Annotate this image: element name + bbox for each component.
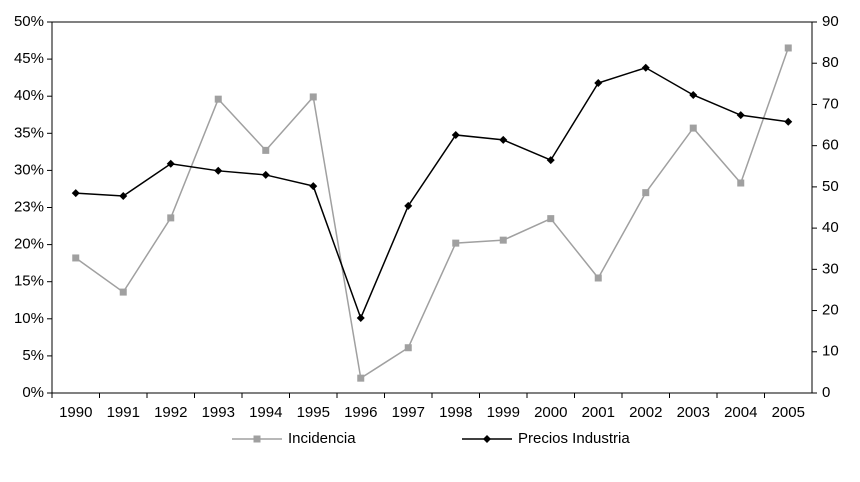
x-tick-label: 1993 (202, 404, 235, 421)
x-tick-label: 1991 (107, 404, 140, 421)
y-tick-label: 0% (22, 384, 44, 401)
series-line (75, 66, 789, 321)
data-point (71, 189, 80, 198)
x-tick-label: 2005 (772, 404, 805, 421)
data-point (594, 79, 603, 88)
data-point (214, 95, 222, 103)
y-tick-label: 40% (14, 87, 44, 104)
data-point (736, 111, 745, 120)
x-tick-label: 2002 (629, 404, 662, 421)
y2-tick-label: 0 (822, 384, 830, 401)
y-tick-label: 30% (14, 161, 44, 178)
data-point (689, 124, 697, 132)
data-point (642, 189, 650, 197)
data-point (214, 166, 223, 175)
y2-tick-label: 80 (822, 54, 839, 71)
y-tick-label: 50% (14, 13, 44, 30)
data-point (261, 170, 270, 179)
y-tick-label: 35% (14, 124, 44, 141)
legend-label: Incidencia (288, 430, 356, 447)
x-tick-label: 1998 (439, 404, 472, 421)
x-tick-label: 1990 (59, 404, 92, 421)
y-tick-label: 15% (14, 273, 44, 290)
data-point (166, 159, 175, 168)
data-point (356, 313, 365, 322)
data-point (309, 182, 318, 191)
data-point (499, 135, 508, 144)
legend-label: Precios Industria (518, 430, 630, 447)
data-point (547, 215, 555, 223)
data-point (167, 214, 175, 222)
plot-area (51, 21, 813, 394)
y-tick-label: 45% (14, 50, 44, 67)
series-line (75, 47, 789, 380)
data-point (451, 130, 460, 139)
y2-tick-label: 30 (822, 260, 839, 277)
y-tick-label: 20% (14, 236, 44, 253)
data-point (641, 63, 650, 72)
y2-tick-label: 20 (822, 302, 839, 319)
data-point (404, 344, 412, 352)
y-tick-label: 23% (14, 198, 44, 215)
y2-tick-label: 40 (822, 219, 839, 236)
data-point (546, 156, 555, 165)
x-tick-label: 2003 (677, 404, 710, 421)
data-point (737, 179, 745, 187)
y2-tick-label: 10 (822, 343, 839, 360)
x-tick-label: 1992 (154, 404, 187, 421)
x-tick-label: 1995 (297, 404, 330, 421)
y-tick-label: 5% (22, 347, 44, 364)
y2-tick-label: 50 (822, 178, 839, 195)
data-point (119, 288, 127, 296)
data-point (689, 90, 698, 99)
data-point (119, 191, 128, 200)
legend-marker (253, 435, 261, 443)
data-point (309, 93, 317, 101)
data-point (72, 254, 80, 262)
x-tick-label: 1994 (249, 404, 282, 421)
legend-marker (483, 435, 491, 443)
y-tick-label: 10% (14, 310, 44, 327)
data-point (499, 236, 507, 244)
x-tick-label: 1999 (487, 404, 520, 421)
data-point (452, 239, 460, 247)
data-point (784, 117, 793, 126)
y2-tick-label: 90 (822, 13, 839, 30)
data-point (404, 201, 413, 210)
x-tick-label: 1996 (344, 404, 377, 421)
data-point (262, 146, 270, 154)
data-point (784, 44, 792, 52)
y2-tick-label: 60 (822, 137, 839, 154)
x-tick-label: 1997 (392, 404, 425, 421)
data-point (594, 274, 602, 282)
x-tick-label: 2004 (724, 404, 757, 421)
data-point (357, 374, 365, 382)
x-tick-label: 2000 (534, 404, 567, 421)
x-tick-label: 2001 (582, 404, 615, 421)
y2-tick-label: 70 (822, 95, 839, 112)
